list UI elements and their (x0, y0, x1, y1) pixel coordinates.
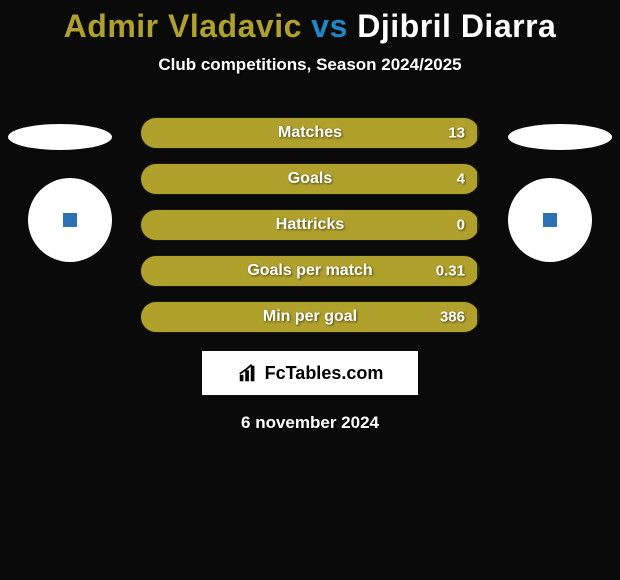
logo-text: FcTables.com (265, 363, 384, 384)
stat-bar: Min per goal 386 (140, 301, 480, 333)
player1-name: Admir Vladavic (64, 8, 302, 44)
player1-badge-icon (63, 213, 77, 227)
stat-segment-player2 (477, 256, 479, 286)
stat-segment-player2 (477, 164, 479, 194)
stat-bar: Matches 13 (140, 117, 480, 149)
stat-label: Goals (288, 170, 332, 188)
datestamp: 6 november 2024 (0, 413, 620, 433)
subtitle: Club competitions, Season 2024/2025 (0, 55, 620, 75)
vs-text: vs (311, 8, 348, 44)
stat-segment-player2 (477, 302, 479, 332)
stat-value-right: 4 (457, 171, 465, 188)
stat-bar: Hattricks 0 (140, 209, 480, 241)
player2-name: Djibril Diarra (357, 8, 556, 44)
player2-ellipse (508, 124, 612, 150)
stat-value-right: 386 (440, 309, 465, 326)
player2-avatar (508, 178, 592, 262)
player1-avatar (28, 178, 112, 262)
player2-badge-icon (543, 213, 557, 227)
stat-label: Hattricks (276, 216, 344, 234)
logo-box: FcTables.com (202, 351, 418, 395)
stat-value-right: 0.31 (436, 263, 465, 280)
comparison-title: Admir Vladavic vs Djibril Diarra (0, 0, 620, 45)
stat-bar: Goals 4 (140, 163, 480, 195)
stat-value-right: 13 (448, 125, 465, 142)
stat-segment-player2 (477, 118, 479, 148)
bars-icon (237, 362, 259, 384)
player1-ellipse (8, 124, 112, 150)
stat-value-right: 0 (457, 217, 465, 234)
stat-label: Min per goal (263, 308, 357, 326)
stat-segment-player2 (477, 210, 479, 240)
stat-bar: Goals per match 0.31 (140, 255, 480, 287)
stat-label: Goals per match (247, 262, 372, 280)
stat-label: Matches (278, 124, 342, 142)
